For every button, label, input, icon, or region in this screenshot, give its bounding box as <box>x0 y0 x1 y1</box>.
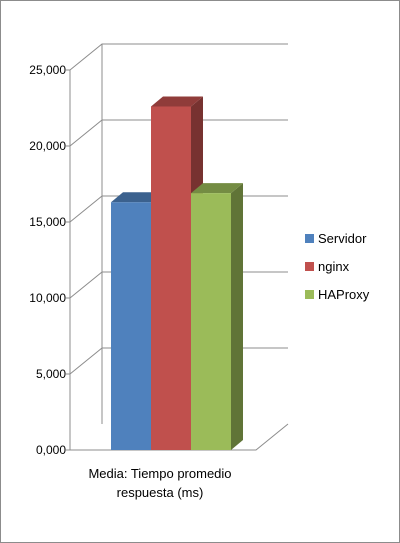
bar-side <box>231 183 243 450</box>
y-tick-label: 0,000 <box>36 443 66 457</box>
legend-label: HAProxy <box>318 287 370 302</box>
bar-haproxy <box>191 183 243 450</box>
legend-swatch <box>305 290 314 299</box>
bar-front <box>111 202 151 450</box>
legend-label: Servidor <box>318 231 367 246</box>
legend-swatch <box>305 262 314 271</box>
y-tick-labels: 0,000 5,000 10,000 15,000 20,000 25,000 <box>29 63 66 457</box>
bar-top <box>111 192 163 203</box>
y-tick-label: 5,000 <box>36 367 66 381</box>
y-tick-label: 25,000 <box>29 63 66 77</box>
gridline <box>69 43 288 71</box>
legend-swatch <box>305 234 314 243</box>
bar-top <box>151 96 203 107</box>
legend: Servidor nginx HAProxy <box>305 231 370 302</box>
bar-top <box>191 183 243 194</box>
y-tick-label: 10,000 <box>29 291 66 305</box>
category-label-line-1: Media: Tiempo promedio <box>88 466 231 481</box>
bars <box>111 96 243 451</box>
y-tick-label: 20,000 <box>29 139 66 153</box>
y-tick-label: 15,000 <box>29 215 66 229</box>
category-label-line-2: respuesta (ms) <box>117 485 204 500</box>
bar-front <box>191 193 231 450</box>
bar-front <box>151 106 191 450</box>
legend-label: nginx <box>318 259 350 274</box>
